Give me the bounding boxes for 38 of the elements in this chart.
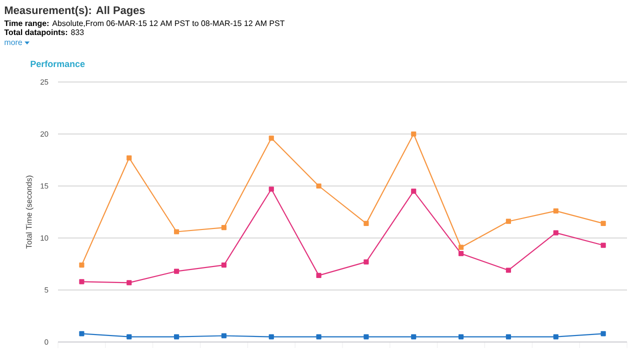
point xyxy=(364,220,369,226)
point xyxy=(174,334,180,340)
point xyxy=(79,279,84,284)
point xyxy=(364,259,369,264)
point xyxy=(126,280,132,286)
point xyxy=(600,242,606,248)
point xyxy=(316,183,322,189)
point xyxy=(268,186,274,192)
point xyxy=(600,331,606,336)
point xyxy=(221,225,227,230)
point xyxy=(79,331,84,336)
point xyxy=(316,272,322,278)
point xyxy=(411,131,416,137)
chart-title: Measurement(s): All Pages xyxy=(4,6,145,16)
point xyxy=(268,334,274,340)
point xyxy=(458,251,464,256)
point xyxy=(458,244,464,250)
point xyxy=(221,333,227,338)
point xyxy=(221,262,227,268)
point xyxy=(364,334,369,340)
point xyxy=(316,334,322,340)
point xyxy=(506,218,512,224)
point xyxy=(553,208,558,214)
point xyxy=(268,136,274,141)
point xyxy=(79,262,84,268)
point xyxy=(174,229,180,234)
text: Performance xyxy=(30,60,85,68)
point xyxy=(174,268,180,274)
point xyxy=(458,334,464,340)
point xyxy=(553,230,558,236)
point xyxy=(553,334,558,340)
point xyxy=(126,155,132,160)
point xyxy=(600,220,606,226)
point xyxy=(506,268,512,273)
point xyxy=(506,334,512,340)
point xyxy=(411,188,416,194)
point xyxy=(126,334,132,340)
point xyxy=(411,334,416,340)
